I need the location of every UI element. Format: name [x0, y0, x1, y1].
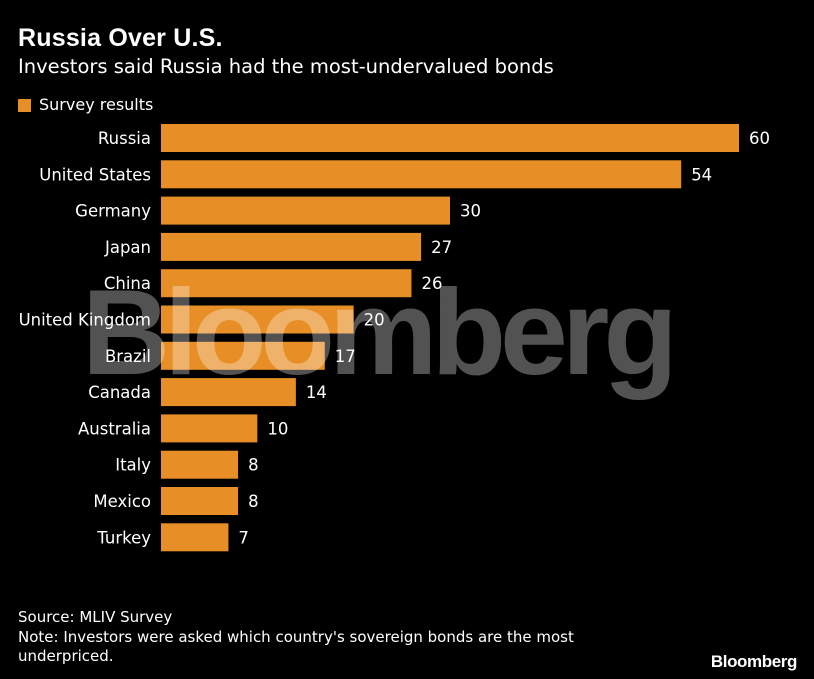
survey-note-line-1: Note: Investors were asked which country… — [18, 627, 574, 646]
category-label: United States — [39, 165, 151, 184]
bar — [161, 341, 325, 370]
category-label: Australia — [78, 419, 151, 438]
category-label: Mexico — [93, 492, 151, 511]
bar — [161, 124, 739, 152]
category-label: Canada — [88, 383, 151, 402]
category-label: Turkey — [96, 528, 151, 547]
legend: Survey results — [18, 95, 153, 114]
data-label: 17 — [335, 347, 356, 366]
chart-title: Russia Over U.S. — [18, 24, 223, 52]
bar-chart: Russia 60 United States 54 Germany 30 Japan 27 C… — [19, 124, 770, 552]
bar — [161, 414, 258, 443]
data-label: 26 — [421, 274, 442, 293]
category-label: United Kingdom — [19, 311, 151, 330]
data-label: 54 — [691, 165, 712, 184]
bar — [161, 160, 682, 189]
source-note: Source: MLIV Survey — [18, 608, 173, 626]
category-label: Italy — [115, 456, 151, 475]
data-label: 8 — [248, 492, 258, 511]
data-label: 27 — [431, 238, 452, 257]
category-label: China — [104, 274, 151, 293]
survey-note-line-2: underpriced. — [18, 647, 114, 665]
data-label: 20 — [364, 311, 385, 330]
data-label: 14 — [306, 383, 327, 402]
data-label: 8 — [248, 456, 258, 475]
bar — [161, 305, 354, 334]
bar — [161, 450, 239, 479]
category-label: Germany — [75, 202, 151, 221]
legend-swatch — [18, 98, 31, 112]
data-label: 7 — [238, 528, 249, 547]
bar — [161, 378, 296, 407]
category-label: Brazil — [105, 347, 151, 366]
legend-label: Survey results — [39, 95, 154, 114]
bar — [161, 523, 229, 552]
bar — [161, 196, 450, 225]
bar — [161, 232, 422, 261]
data-label: 30 — [460, 202, 481, 221]
chart-subtitle: Investors said Russia had the most-under… — [18, 55, 554, 78]
footnote: Source: MLIV Survey Note: Investors were… — [18, 608, 638, 667]
data-label: 60 — [749, 129, 770, 148]
bloomberg-logo: Bloomberg — [710, 652, 798, 671]
data-label: 10 — [267, 419, 288, 438]
bar — [161, 269, 412, 298]
category-label: Japan — [104, 238, 151, 257]
bar — [161, 487, 239, 515]
category-label: Russia — [98, 129, 151, 148]
